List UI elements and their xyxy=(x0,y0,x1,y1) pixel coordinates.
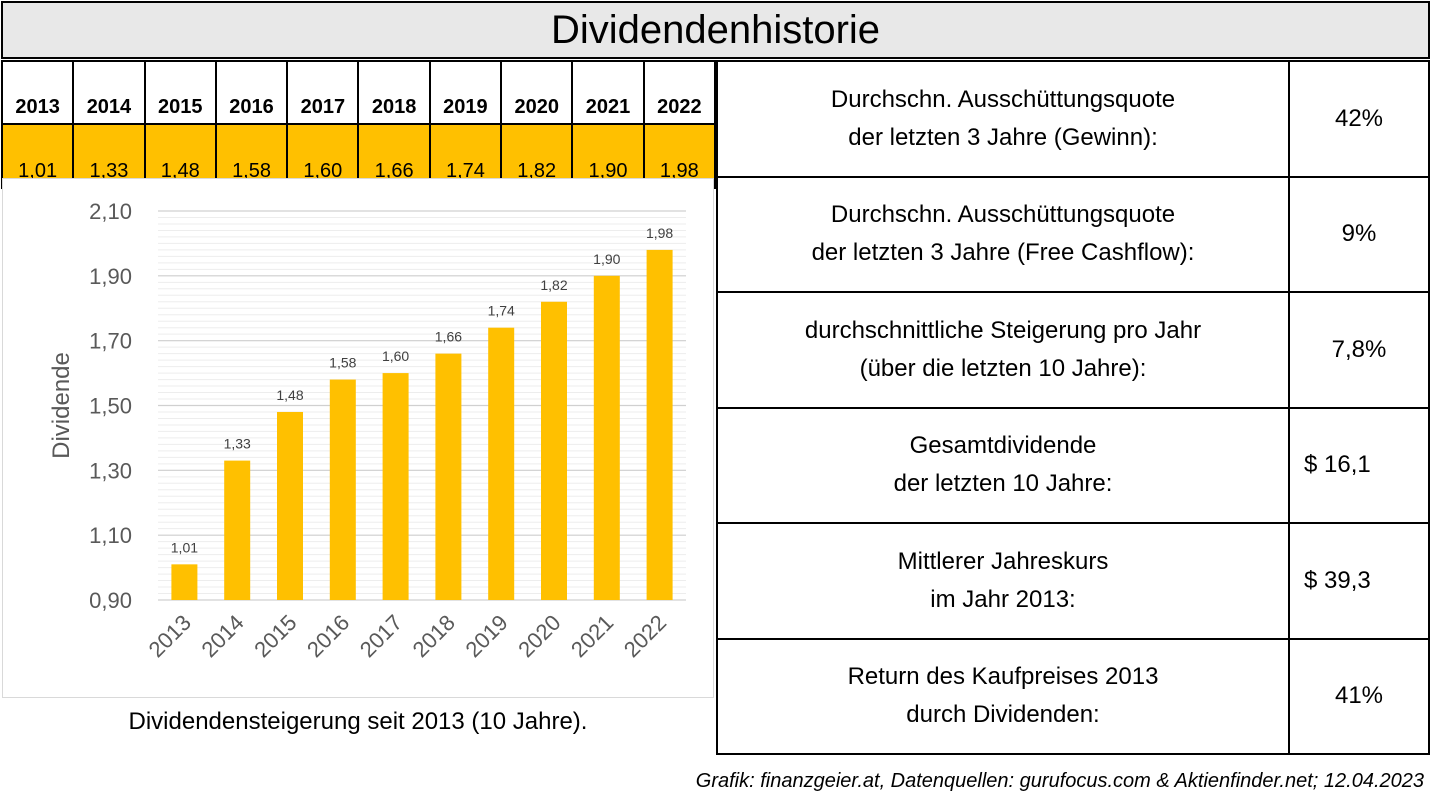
x-tick-label: 2021 xyxy=(566,610,618,662)
dividend-chart-panel: 0,90 1,10 1,30 1,50 1,70 1,90 2,10 Dividende 1,0… xyxy=(2,178,714,698)
metric-label-line: der letzten 3 Jahre (Gewinn): xyxy=(848,123,1158,151)
data-label: 1,33 xyxy=(224,436,251,452)
metric-row: Durchschn. Ausschüttungsquote der letzte… xyxy=(716,60,1430,178)
metric-row: Return des Kaufpreises 2013 durch Divide… xyxy=(716,637,1430,755)
y-tick-label: 1,90 xyxy=(89,264,132,289)
bar xyxy=(171,564,198,600)
data-label: 1,82 xyxy=(540,277,567,293)
metric-value: 41% xyxy=(1288,637,1430,755)
x-tick-label: 2018 xyxy=(408,610,460,662)
metric-row: Gesamtdividende der letzten 10 Jahre: $ … xyxy=(716,406,1430,524)
x-tick-label: 2015 xyxy=(249,610,301,662)
metric-value: $ 16,1 xyxy=(1288,406,1430,524)
x-tick-label: 2022 xyxy=(619,610,671,662)
y-axis-label: Dividende xyxy=(48,352,75,459)
metric-value: 7,8% xyxy=(1288,291,1430,409)
year-cell: 2013 xyxy=(0,60,75,125)
metric-label-line: der letzten 3 Jahre (Free Cashflow): xyxy=(811,239,1195,267)
metric-label-line: Return des Kaufpreises 2013 xyxy=(847,663,1159,691)
bar xyxy=(329,379,356,600)
y-tick-label: 0,90 xyxy=(89,588,132,613)
dividend-bar-chart: 0,90 1,10 1,30 1,50 1,70 1,90 2,10 Dividende 1,0… xyxy=(48,199,686,662)
metric-label-line: Gesamtdividende xyxy=(909,432,1097,460)
year-row: 2013 2014 2015 2016 2017 2018 2019 2020 … xyxy=(0,60,717,125)
bar xyxy=(593,275,620,600)
metric-label-line: der letzten 10 Jahre: xyxy=(893,470,1113,498)
page-title: Dividendenhistorie xyxy=(1,1,1430,59)
year-cell: 2017 xyxy=(286,60,360,125)
data-label: 1,74 xyxy=(488,303,515,319)
data-label: 1,90 xyxy=(593,251,620,267)
data-label: 1,66 xyxy=(435,329,462,345)
x-tick-label: 2020 xyxy=(513,610,565,662)
x-tick-label: 2017 xyxy=(355,610,407,662)
metric-label: Mittlerer Jahreskurs im Jahr 2013: xyxy=(716,522,1290,640)
metric-label: Gesamtdividende der letzten 10 Jahre: xyxy=(716,406,1290,524)
metric-value: $ 39,3 xyxy=(1288,522,1430,640)
year-cell: 2015 xyxy=(143,60,217,125)
dividend-metrics-table: Durchschn. Ausschüttungsquote der letzte… xyxy=(716,60,1430,755)
metric-value: 42% xyxy=(1288,60,1430,178)
bar xyxy=(382,373,409,600)
metric-row: durchschnittliche Steigerung pro Jahr (ü… xyxy=(716,291,1430,409)
metric-label: Durchschn. Ausschüttungsquote der letzte… xyxy=(716,175,1290,293)
x-tick-label: 2016 xyxy=(302,610,354,662)
dividend-year-table: 2013 2014 2015 2016 2017 2018 2019 2020 … xyxy=(0,60,717,189)
source-note: Grafik: finanzgeier.at, Datenquellen: gu… xyxy=(695,770,1424,792)
metric-label-line: (über die letzten 10 Jahre): xyxy=(859,354,1147,382)
bar xyxy=(277,411,303,600)
year-cell: 2014 xyxy=(72,60,146,125)
y-tick-label: 1,10 xyxy=(89,523,132,548)
bar xyxy=(488,327,515,600)
dividend-value-cell: 1,33 xyxy=(72,123,146,189)
y-tick-label: 1,30 xyxy=(89,458,132,483)
x-tick-label: 2013 xyxy=(144,610,196,662)
metric-label-line: Durchschn. Ausschüttungsquote xyxy=(830,85,1176,113)
data-label: 1,01 xyxy=(171,539,198,555)
x-tick-label: 2014 xyxy=(196,610,248,662)
year-cell: 2019 xyxy=(428,60,503,125)
data-label: 1,60 xyxy=(382,348,409,364)
metric-label-line: durchschnittliche Steigerung pro Jahr xyxy=(804,316,1202,344)
metric-label-line: Mittlerer Jahreskurs xyxy=(897,547,1109,575)
y-tick-label: 1,70 xyxy=(89,329,132,354)
y-tick-label: 2,10 xyxy=(89,199,132,224)
bar xyxy=(224,460,251,600)
metric-row: Durchschn. Ausschüttungsquote der letzte… xyxy=(716,175,1430,293)
year-cell: 2022 xyxy=(642,60,717,125)
metric-label: durchschnittliche Steigerung pro Jahr (ü… xyxy=(716,291,1290,409)
metric-label-line: im Jahr 2013: xyxy=(930,585,1076,613)
metric-label: Return des Kaufpreises 2013 durch Divide… xyxy=(716,637,1290,755)
y-tick-label: 1,50 xyxy=(89,394,132,419)
bar xyxy=(541,301,567,600)
data-label: 1,48 xyxy=(276,387,303,403)
year-cell: 2021 xyxy=(571,60,645,125)
year-cell: 2016 xyxy=(214,60,289,125)
x-tick-label: 2019 xyxy=(460,610,512,662)
metric-label-line: Durchschn. Ausschüttungsquote xyxy=(830,201,1176,229)
year-cell: 2020 xyxy=(500,60,574,125)
metric-row: Mittlerer Jahreskurs im Jahr 2013: $ 39,… xyxy=(716,522,1430,640)
data-label: 1,98 xyxy=(646,225,673,241)
metric-label: Durchschn. Ausschüttungsquote der letzte… xyxy=(716,60,1290,178)
bar xyxy=(435,353,462,600)
metric-value: 9% xyxy=(1288,175,1430,293)
chart-caption: Dividendensteigerung seit 2013 (10 Jahre… xyxy=(128,708,588,735)
metric-label-line: durch Dividenden: xyxy=(906,701,1100,729)
year-cell: 2018 xyxy=(357,60,431,125)
bar xyxy=(646,249,673,600)
data-label: 1,58 xyxy=(329,355,356,371)
